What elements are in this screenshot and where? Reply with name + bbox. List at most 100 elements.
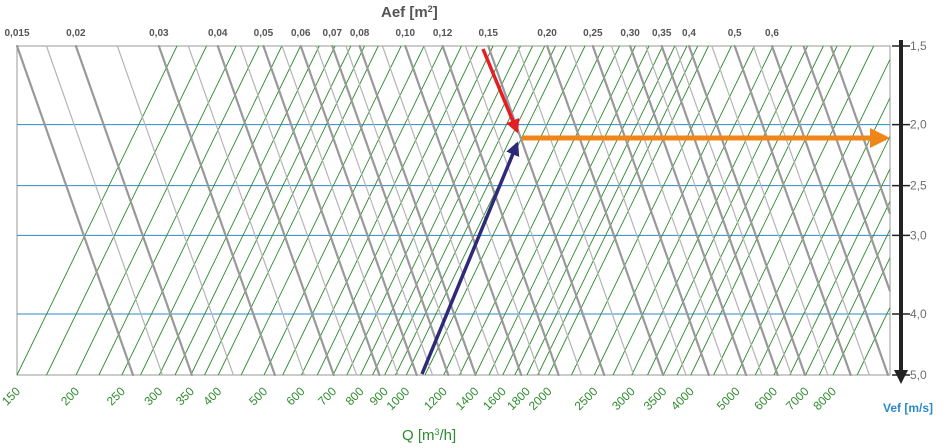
aef-axis-title: Aef [m2] — [381, 4, 438, 21]
q-line-minor-37 — [647, 45, 808, 376]
q-line-900 — [384, 45, 546, 376]
q-line-minor-49 — [856, 307, 891, 376]
arrow-aef — [481, 48, 520, 134]
aef-line-minor-2 — [187, 45, 305, 376]
q-line-250 — [121, 45, 283, 376]
q-line-minor-45 — [789, 168, 891, 376]
aef-line-0,20 — [546, 44, 665, 377]
q-tick-label: 6000 — [751, 384, 780, 413]
q-tick-label: 3500 — [641, 384, 670, 413]
aef-line-0,30 — [629, 44, 748, 377]
q-axis-title: Q [m3/h] — [402, 427, 456, 444]
aef-line-minor-15 — [711, 45, 829, 376]
q-line-minor-29 — [514, 45, 676, 376]
q-tick-label: 5000 — [714, 384, 743, 413]
aef-line-minor-14 — [674, 45, 792, 376]
q-tick-label: 2500 — [572, 384, 601, 413]
q-tick-label: 1400 — [453, 384, 482, 413]
aef-tick-label: 0,15 — [479, 28, 499, 39]
aef-line-minor-13 — [645, 45, 763, 376]
q-line-minor-23 — [424, 45, 586, 376]
aef-line-0,6 — [770, 44, 890, 377]
q-tick-label: 350 — [173, 384, 197, 408]
v-axis-title: Vef [m/s] — [883, 401, 933, 415]
v-tick-label: 5,0 — [910, 368, 927, 382]
q-line-1600 — [502, 45, 664, 376]
aef-line-0,08 — [358, 44, 477, 377]
aef-line-minor-0 — [45, 45, 164, 376]
aef-line-0,06 — [299, 44, 418, 377]
aef-line-extra-1 — [829, 45, 892, 215]
arrow-q — [420, 141, 520, 375]
aef-tick-label: 0,02 — [66, 28, 86, 39]
aef-tick-label: 0,25 — [583, 28, 603, 39]
aef-line-0,02 — [74, 44, 193, 377]
q-line-500 — [263, 45, 425, 376]
aef-line-minor-8 — [423, 45, 541, 376]
v-tick-label: 4,0 — [910, 307, 927, 321]
q-tick-label: 3000 — [609, 384, 638, 413]
q-line-4000 — [690, 45, 852, 376]
q-tick-label: 4000 — [668, 384, 697, 413]
q-line-minor-15 — [316, 45, 478, 376]
v-tick-label: 2,5 — [910, 179, 927, 193]
q-line-600 — [301, 45, 462, 376]
aef-tick-label: 0,4 — [682, 28, 696, 39]
aef-line-minor-7 — [381, 45, 500, 376]
aef-line-minor-5 — [315, 45, 434, 376]
aef-line-minor-9 — [464, 45, 582, 376]
v-tick-label: 1,5 — [910, 39, 927, 53]
q-line-minor-31 — [537, 45, 699, 376]
aef-tick-label: 0,05 — [254, 28, 274, 39]
q-line-minor-43 — [754, 97, 891, 376]
v-tick-label: 3,0 — [910, 228, 927, 242]
aef-line-minor-4 — [281, 45, 399, 376]
velocity-axis — [892, 40, 910, 384]
q-line-minor-39 — [676, 45, 838, 376]
q-line-300 — [158, 45, 320, 376]
q-line-minor-5 — [140, 45, 301, 376]
aef-tick-label: 0,08 — [350, 28, 370, 39]
aef-tick-label: 0,12 — [433, 28, 453, 39]
q-tick-label: 600 — [284, 384, 308, 408]
q-line-1800 — [526, 45, 688, 376]
q-line-minor-7 — [174, 45, 336, 376]
aef-line-0,15 — [487, 44, 606, 377]
aef-tick-label: 0,6 — [765, 28, 779, 39]
q-line-minor-47 — [818, 229, 891, 376]
q-line-minor-27 — [488, 45, 650, 376]
aef-line-0,5 — [733, 44, 852, 377]
aef-line-0,04 — [216, 44, 335, 377]
q-tick-label: 2000 — [526, 384, 555, 413]
q-tick-label: 1200 — [421, 384, 450, 413]
aef-line-0,015 — [15, 44, 135, 377]
q-line-8000 — [832, 257, 891, 376]
aef-tick-label: 0,5 — [728, 28, 742, 39]
q-line-7000 — [805, 201, 891, 376]
aef-tick-label: 0,06 — [291, 28, 311, 39]
q-tick-label: 200 — [58, 384, 82, 408]
q-line-350 — [190, 45, 352, 376]
aef-line-0,03 — [157, 44, 276, 377]
aef-tick-label: 0,04 — [208, 28, 228, 39]
q-line-6000 — [773, 136, 891, 376]
q-tick-label: 250 — [104, 384, 128, 408]
aef-line-minor-12 — [610, 45, 729, 376]
aef-tick-label: 0,015 — [4, 28, 29, 39]
aef-line-minor-3 — [240, 45, 358, 376]
v-tick-label: 2,0 — [910, 118, 927, 132]
plot-area — [16, 45, 891, 376]
aef-line-0,25 — [591, 44, 710, 377]
q-tick-label: 150 — [0, 384, 23, 408]
aef-line-minor-1 — [116, 45, 234, 376]
plot-frame — [16, 45, 891, 376]
aef-line-0,35 — [660, 44, 779, 377]
aef-tick-label: 0,10 — [396, 28, 416, 39]
aef-line-minor-11 — [569, 45, 687, 376]
aef-tick-label: 0,35 — [652, 28, 672, 39]
aef-tick-label: 0,03 — [149, 28, 169, 39]
q-tick-label: 400 — [200, 384, 224, 408]
q-tick-label: 700 — [315, 384, 339, 408]
aef-line-0,10 — [404, 44, 523, 377]
